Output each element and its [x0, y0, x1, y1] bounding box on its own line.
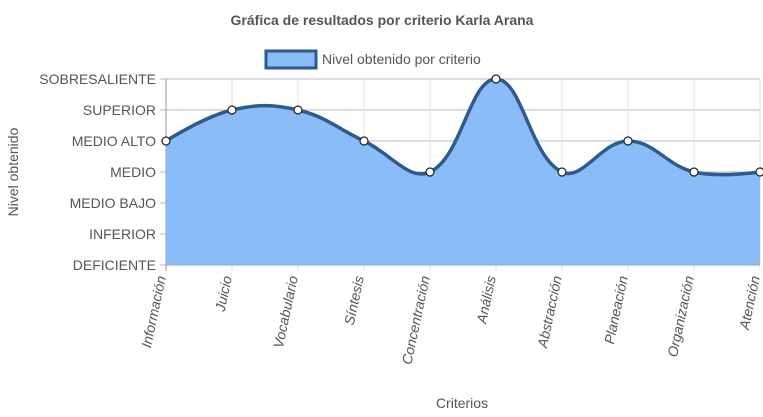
data-point[interactable] [161, 136, 171, 146]
x-axis-ticks: Información Juicio Vocabulario Síntesis Conc… [138, 274, 763, 366]
x-axis-label: Criterios [436, 395, 488, 411]
y-axis-label: Nivel obtenido [5, 127, 21, 216]
data-point[interactable] [755, 167, 763, 177]
y-tick-label: SUPERIOR [83, 102, 156, 118]
x-tick-label: Síntesis [341, 274, 367, 326]
x-tick-label: Información [138, 274, 169, 349]
data-point[interactable] [293, 105, 303, 115]
y-tick-label: SOBRESALIENTE [39, 71, 156, 87]
y-tick-label: INFERIOR [89, 226, 156, 242]
data-point[interactable] [623, 136, 633, 146]
y-axis-ticks: DEFICIENTE INFERIOR MEDIO BAJO MEDIO MEDIO A… [39, 71, 156, 273]
x-tick-label: Concentración [399, 274, 433, 366]
y-tick-label: MEDIO BAJO [70, 195, 156, 211]
x-tick-label: Abstracción [534, 274, 565, 350]
data-point[interactable] [689, 167, 699, 177]
x-tick-label: Organización [664, 274, 697, 358]
y-tick-label: DEFICIENTE [73, 257, 156, 273]
y-tick-label: MEDIO [110, 164, 156, 180]
data-points [161, 74, 763, 177]
data-point[interactable] [491, 74, 501, 84]
data-point[interactable] [557, 167, 567, 177]
x-tick-label: Vocabulario [270, 274, 301, 349]
legend-swatch [264, 49, 318, 70]
data-point[interactable] [227, 105, 237, 115]
x-tick-label: Planeación [601, 274, 631, 345]
data-point[interactable] [359, 136, 369, 146]
chart-title: Gráfica de resultados por criterio Karla… [231, 12, 534, 28]
x-tick-label: Análisis [473, 274, 499, 326]
series-line [165, 77, 761, 177]
y-tick-label: MEDIO ALTO [72, 133, 156, 149]
legend[interactable]: Nivel obtenido por criterio [264, 49, 481, 70]
x-tick-label: Juicio [212, 274, 235, 314]
series-area [166, 79, 760, 265]
x-tick-label: Atención [736, 274, 763, 332]
data-point[interactable] [425, 167, 435, 177]
legend-label: Nivel obtenido por criterio [322, 51, 481, 67]
